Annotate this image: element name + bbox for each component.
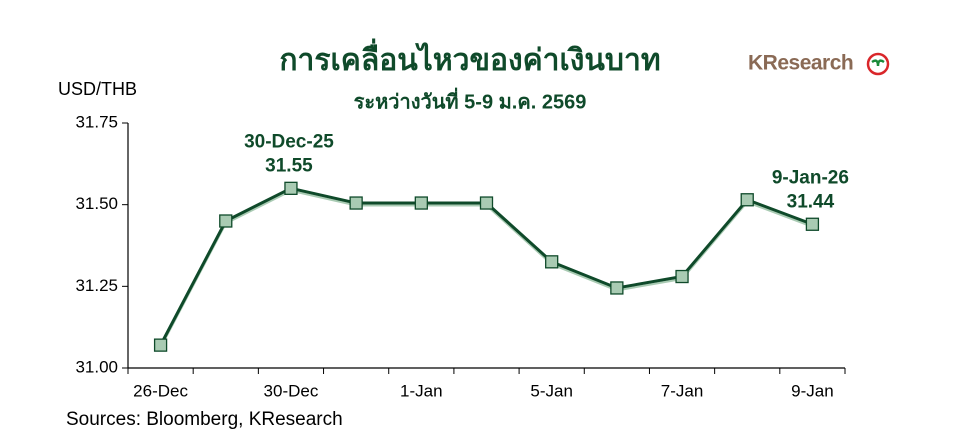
point-marker: [284, 181, 298, 195]
line-shadow: [159, 189, 813, 349]
x-tick-label: 9-Jan: [791, 381, 834, 400]
point-marker: [153, 338, 168, 352]
point-marker: [740, 193, 754, 207]
x-tick-label: 7-Jan: [661, 381, 704, 400]
logo: KResearch: [748, 52, 890, 76]
point-marker: [349, 196, 363, 210]
x-tick-label: 1-Jan: [400, 381, 443, 400]
source-note: Sources: Bloomberg, KResearch: [66, 409, 343, 430]
logo-leaf: [871, 59, 885, 67]
chart-subtitle: ระหว่างวันที่ 5-9 ม.ค. 2569: [354, 86, 587, 113]
point-value-label: 31.55: [265, 155, 313, 176]
point-value-label: 31.44: [787, 191, 835, 212]
logo-text: KResearch: [748, 52, 853, 75]
y-axis-label: USD/THB: [58, 79, 137, 99]
y-tick-label: 31.50: [75, 194, 118, 213]
series-line: [159, 186, 813, 346]
x-tick-label: 30-Dec: [264, 381, 319, 400]
point-marker: [479, 196, 494, 210]
point-marker: [414, 196, 428, 210]
x-tick-label: 5-Jan: [530, 381, 573, 400]
point-marker: [545, 255, 559, 269]
y-tick-label: 31.00: [75, 357, 118, 376]
point-marker: [805, 217, 820, 231]
point-marker: [675, 269, 689, 284]
y-tick-label: 31.75: [75, 112, 118, 131]
point-date-label: 9-Jan-26: [772, 167, 849, 188]
point-marker: [219, 214, 233, 228]
y-tick-label: 31.25: [75, 276, 118, 295]
x-tick-label: 26-Dec: [133, 381, 188, 400]
point-date-label: 30-Dec-25: [244, 131, 334, 152]
point-marker: [610, 281, 624, 295]
chart-title: การเคลื่อนไหวของค่าเงินบาท: [279, 38, 660, 77]
